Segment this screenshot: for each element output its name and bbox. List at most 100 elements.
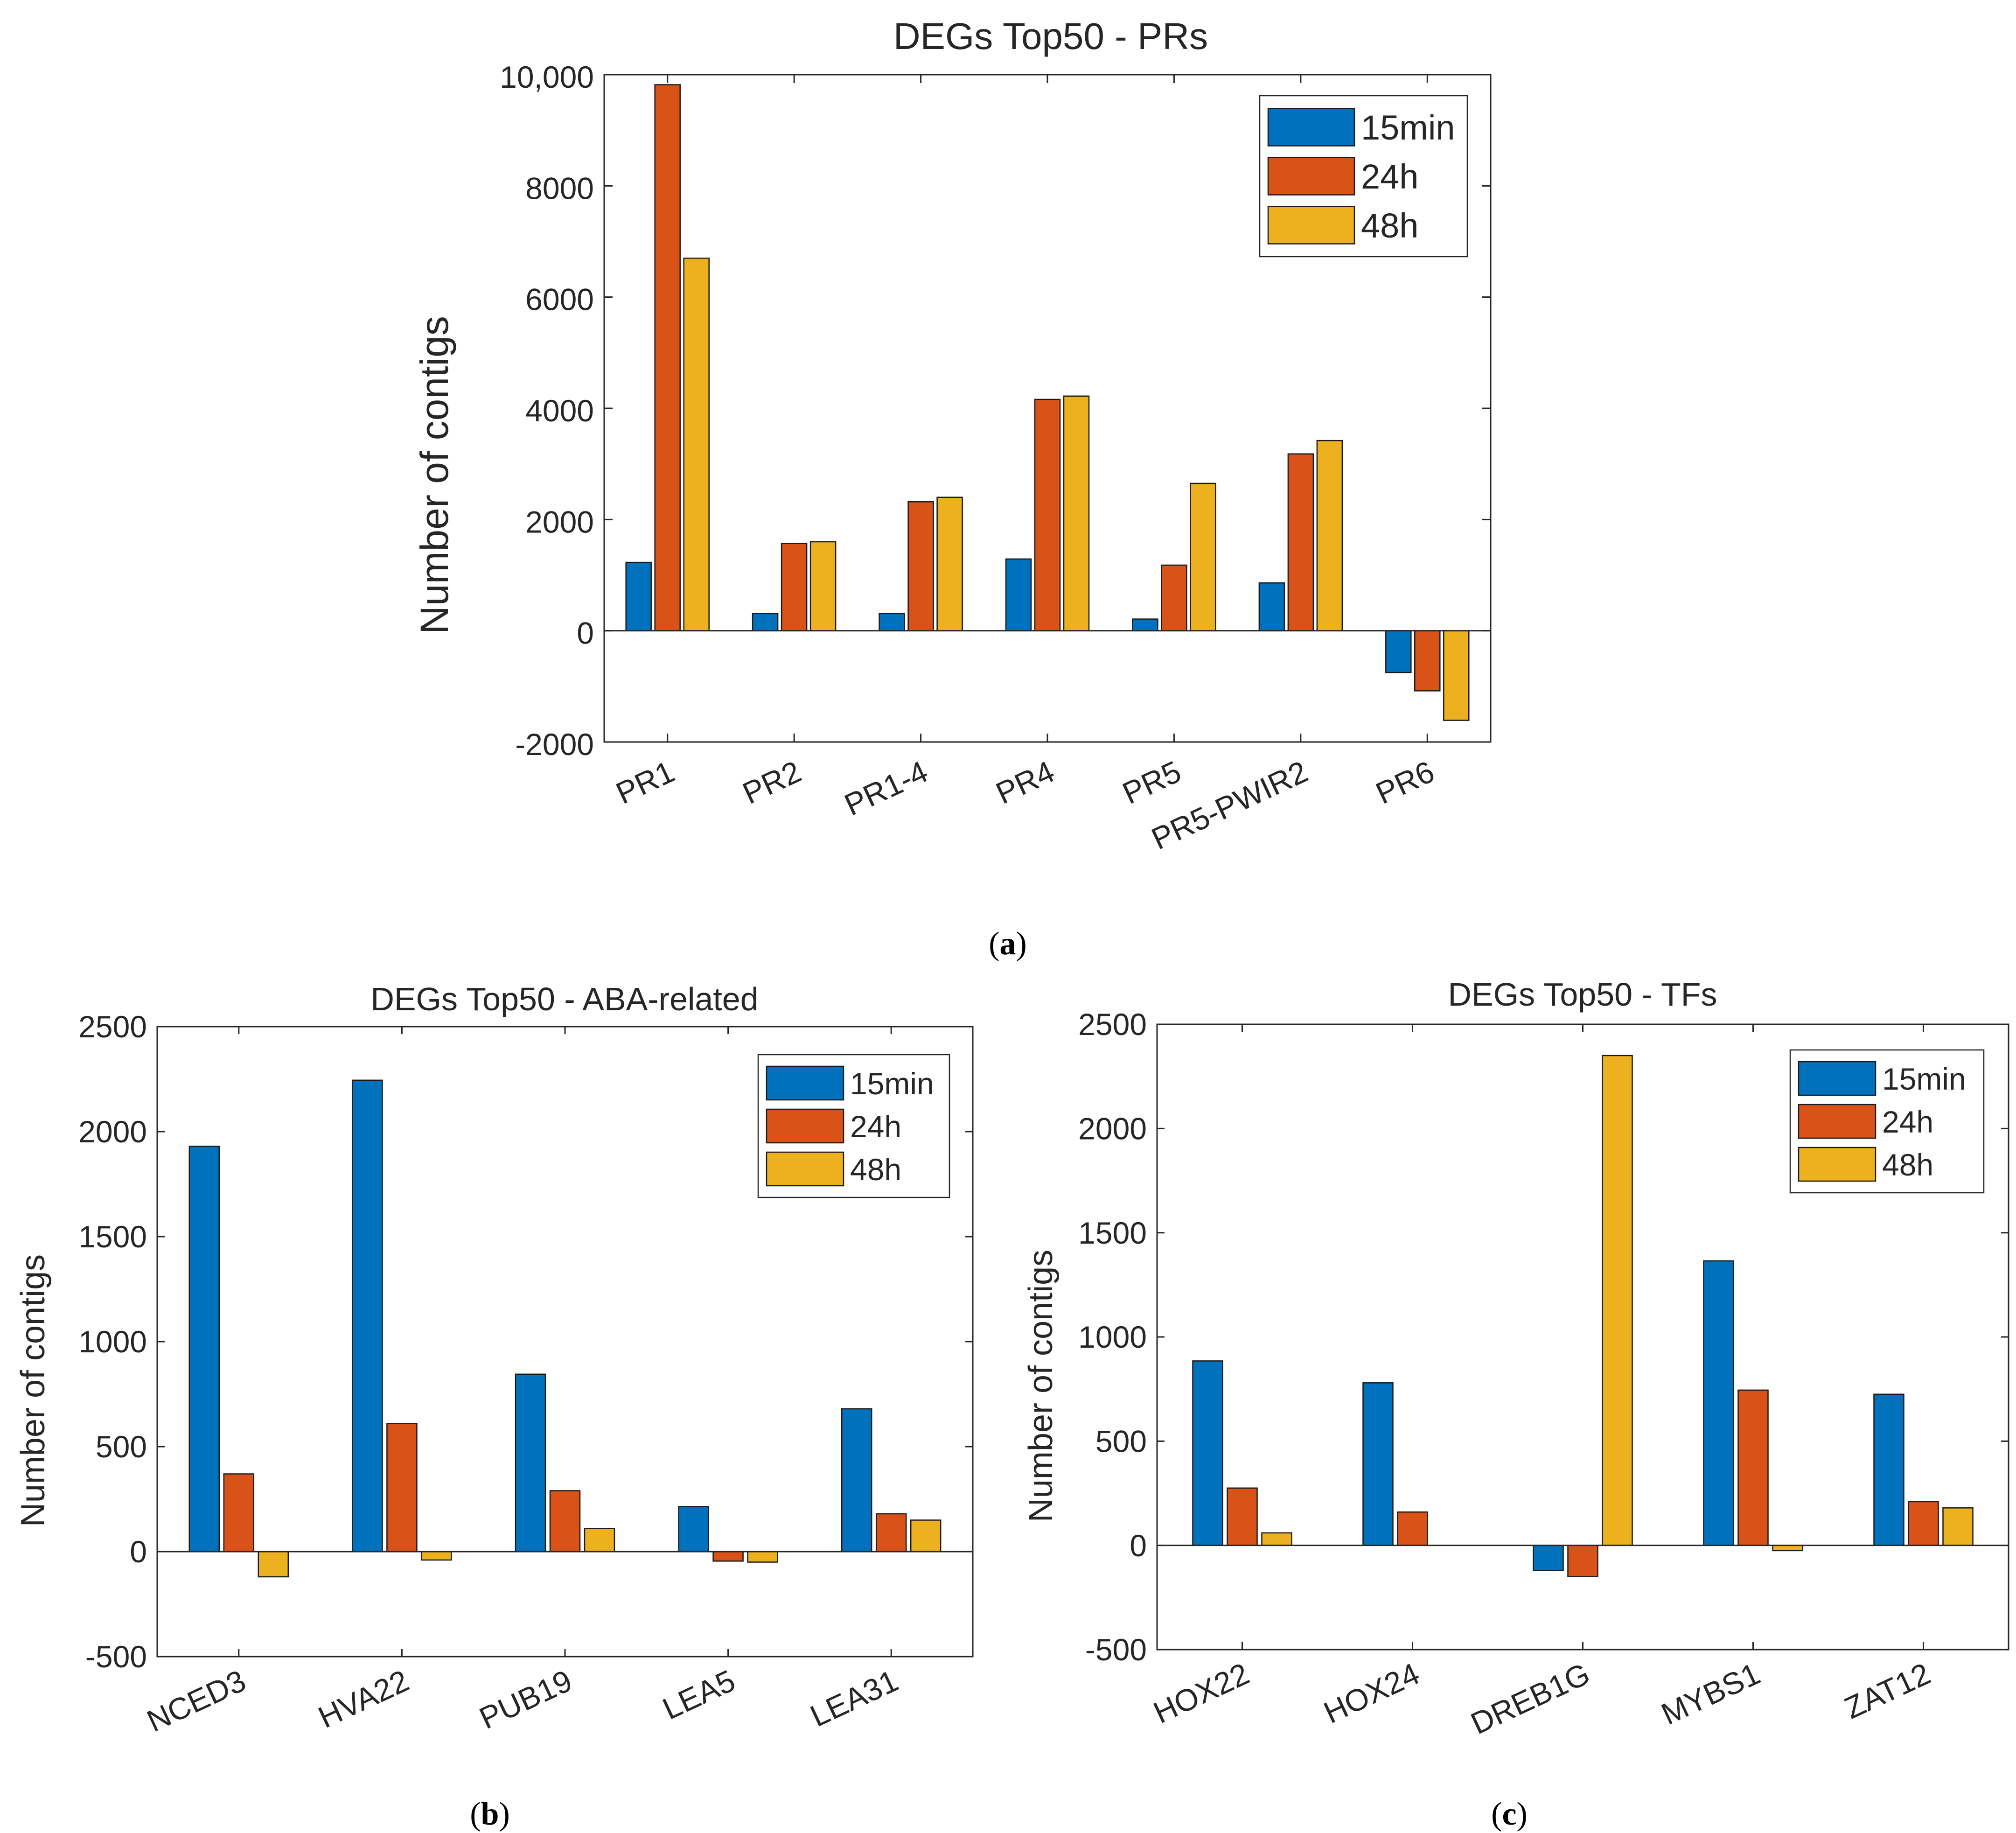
panel-c-y-tick-label: 0	[1130, 1528, 1147, 1563]
panel-b-y-tick-label: 2000	[78, 1114, 147, 1149]
panel-a-bar-15min-PR5-PWIR2	[1258, 582, 1285, 631]
panel-a-bar-24h-PR1	[654, 84, 681, 631]
panel-a-bar-15min-PR1-4	[879, 613, 905, 631]
panel-c-y-axis-label: Number of contigs	[1022, 1250, 1060, 1522]
panel-c-bar-24h-MYBS1	[1737, 1389, 1769, 1546]
panel-a-bars	[625, 84, 1470, 721]
panel-c-y-tick-label: 500	[1095, 1424, 1147, 1458]
panel-c-y-tick-label: 1500	[1078, 1216, 1147, 1250]
panel-c-legend-label-15min: 15min	[1882, 1062, 1966, 1096]
panel-a-caption: (a)	[989, 926, 1027, 962]
panel-a-bar-48h-PR4	[1063, 395, 1090, 631]
panel-b-legend-label-15min: 15min	[850, 1066, 934, 1101]
panel-a-legend-label-15min: 15min	[1361, 108, 1455, 147]
panel-b-legend-label-24h: 24h	[850, 1109, 901, 1144]
panel-a-y-tick-label: 0	[577, 616, 594, 651]
panel-b-title: DEGs Top50 - ABA-related	[370, 981, 758, 1017]
panel-b-caption-letter: b	[481, 1796, 499, 1832]
panel-b-bar-24h-LEA5	[712, 1551, 744, 1562]
panel-b-y-axis-label: Number of contigs	[14, 1254, 52, 1527]
panel-b-bar-24h-PUB19	[549, 1490, 581, 1553]
panel-b-bar-15min-LEA31	[841, 1408, 872, 1553]
panel-c-bar-24h-HOX24	[1397, 1511, 1428, 1546]
panel-c-legend: 15min 24h 48h	[1789, 1049, 1985, 1194]
panel-a-bar-15min-PR6	[1385, 630, 1412, 673]
panel-a-legend: 15min 24h 48h	[1259, 95, 1468, 258]
panel-c-bar-15min-HOX22	[1192, 1360, 1223, 1546]
panel-c-bar-48h-DREB1G	[1602, 1055, 1633, 1546]
panel-c-bar-24h-ZAT12	[1908, 1501, 1939, 1546]
panel-b-y-tick-label: 500	[96, 1429, 147, 1464]
panel-c-y-tick-label: 2500	[1078, 1007, 1147, 1042]
panel-a-bar-48h-PR5-PWIR2	[1316, 440, 1343, 631]
panel-b-bar-24h-LEA31	[875, 1513, 907, 1553]
panel-c-title: DEGs Top50 - TFs	[1448, 976, 1717, 1013]
panel-b-bar-15min-HVA22	[352, 1079, 383, 1553]
panel-b-bars	[188, 1079, 942, 1578]
panel-b-legend-swatch-48h	[766, 1151, 844, 1187]
panel-a-axes-frame	[603, 74, 1492, 743]
panel-a-legend-swatch-48h	[1267, 206, 1355, 245]
panel-c-bar-48h-HOX22	[1261, 1532, 1292, 1546]
panel-c-caption: (c)	[1491, 1796, 1528, 1832]
panel-c-y-tick-label: 2000	[1078, 1111, 1147, 1146]
panel-c-bar-24h-DREB1G	[1567, 1545, 1598, 1577]
panel-a-bar-48h-PR6	[1443, 630, 1470, 721]
panel-a-y-tick-label: 6000	[525, 282, 594, 317]
panel-c-bar-48h-MYBS1	[1772, 1545, 1803, 1552]
panel-b-bar-15min-PUB19	[515, 1373, 546, 1553]
panel-b-bar-15min-NCED3	[188, 1146, 220, 1553]
panel-a-y-tick-label: 4000	[525, 393, 594, 428]
panel-c-bar-15min-DREB1G	[1533, 1545, 1564, 1571]
panel-b-y-tick-label: 1500	[78, 1219, 147, 1254]
panel-b-y-tick-label: -500	[85, 1639, 147, 1674]
panel-a-bar-15min-PR1	[625, 561, 652, 631]
panel-b-legend-swatch-24h	[766, 1108, 844, 1144]
panel-c-axes-frame	[1156, 1023, 2009, 1651]
panel-a-bar-48h-PR1	[683, 258, 710, 631]
panel-a-bar-48h-PR1-4	[936, 497, 963, 631]
panel-c-bar-15min-HOX24	[1362, 1382, 1394, 1546]
panel-c-legend-label-24h: 24h	[1882, 1105, 1933, 1139]
panel-c-caption-letter: c	[1502, 1796, 1516, 1832]
panel-b-legend-label-48h: 48h	[850, 1152, 901, 1187]
panel-c-y-tick-label: -500	[1085, 1632, 1147, 1667]
panel-c-bar-15min-MYBS1	[1703, 1260, 1734, 1546]
panel-c-y-tick-label: 1000	[1078, 1320, 1147, 1354]
panel-a-bar-24h-PR5	[1161, 564, 1187, 631]
panel-a-bar-48h-PR2	[809, 541, 837, 631]
panel-a-bar-24h-PR4	[1034, 399, 1061, 631]
panel-b-bar-48h-PUB19	[584, 1528, 615, 1553]
panel-c-bars	[1192, 1055, 1974, 1577]
panel-c-bar-24h-HOX22	[1227, 1487, 1258, 1546]
panel-a-bar-15min-PR5	[1132, 618, 1158, 631]
panel-a-legend-label-48h: 48h	[1361, 206, 1418, 245]
panel-b-axes-frame	[156, 1026, 974, 1658]
panel-a-title: DEGs Top50 - PRs	[893, 15, 1208, 57]
panel-a-y-tick-label: 8000	[525, 171, 594, 205]
panel-a-y-axis-label: Number of contigs	[412, 316, 456, 634]
panel-a-bar-15min-PR4	[1005, 558, 1032, 631]
panel-c-legend-swatch-15min	[1798, 1061, 1876, 1096]
panel-a-y-tick-label: -2000	[515, 727, 594, 762]
panel-b-legend-swatch-15min	[766, 1065, 844, 1101]
panel-a-bar-15min-PR2	[752, 613, 779, 631]
panel-b-caption: (b)	[470, 1796, 510, 1832]
panel-a-bar-24h-PR1-4	[907, 501, 934, 631]
panel-a-bar-48h-PR5	[1190, 483, 1216, 631]
panel-b-bar-48h-LEA5	[747, 1551, 778, 1563]
panel-b-bar-15min-LEA5	[678, 1506, 709, 1553]
panel-c-bar-15min-ZAT12	[1873, 1393, 1904, 1546]
panel-c-legend-swatch-24h	[1798, 1104, 1876, 1139]
panel-a-bar-24h-PR2	[781, 543, 808, 631]
panel-a-y-tick-label: 10,000	[500, 60, 594, 94]
panel-b-bar-48h-HVA22	[421, 1551, 452, 1561]
panel-a-y-tick-label: 2000	[525, 504, 594, 539]
panel-a-bar-24h-PR6	[1414, 630, 1441, 692]
panel-a-caption-letter: a	[1000, 926, 1016, 962]
panel-b-bar-24h-NCED3	[223, 1473, 255, 1553]
panel-a-bar-24h-PR5-PWIR2	[1287, 453, 1314, 631]
panel-c-legend-label-48h: 48h	[1882, 1147, 1933, 1182]
